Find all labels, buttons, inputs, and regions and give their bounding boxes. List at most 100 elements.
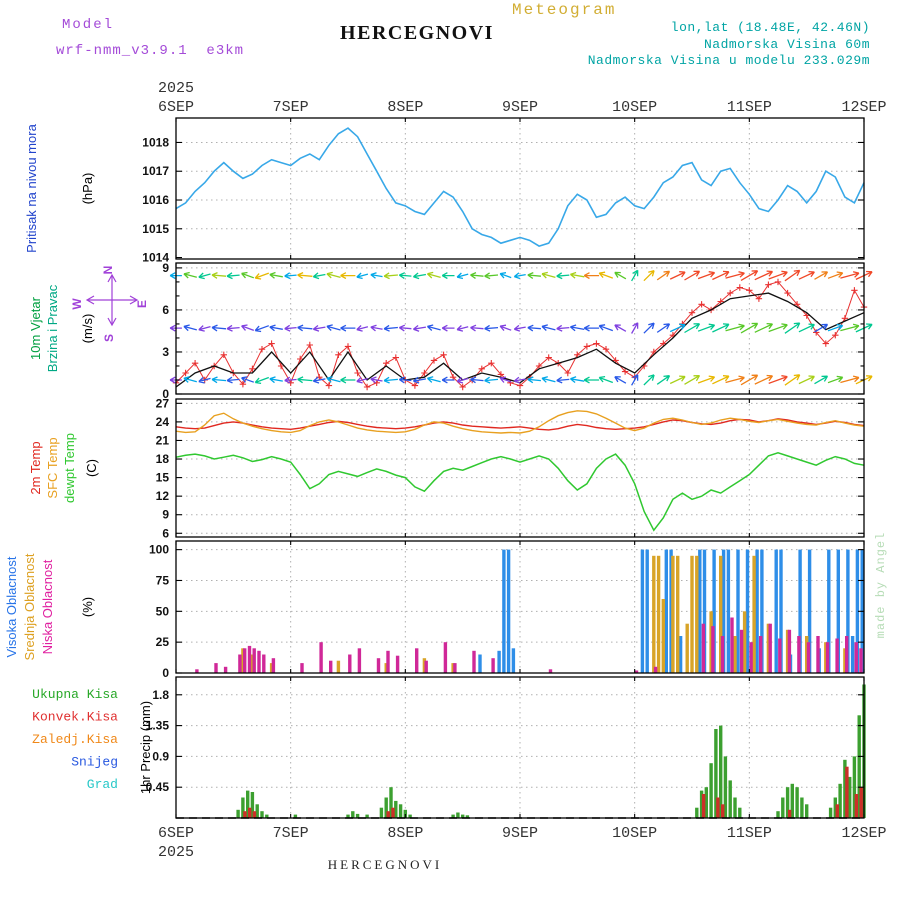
bar-ukupna-kisa xyxy=(246,790,250,818)
bar-visoka-oblacnost xyxy=(827,549,831,673)
wind-arrow xyxy=(784,322,801,334)
wind-arrow xyxy=(669,323,686,333)
bottom-axis-year: 2025 xyxy=(158,844,194,861)
wind-arrow xyxy=(284,324,297,332)
bar-ukupna-kisa xyxy=(857,715,861,818)
bar-srednja-oblacnost xyxy=(661,599,665,673)
axis-label-temp-2: dewpt Temp xyxy=(62,433,77,503)
compass-letter: S xyxy=(102,334,116,342)
wind-arrow xyxy=(541,271,556,279)
bar-srednja-oblacnost xyxy=(843,648,847,673)
bar-visoka-oblacnost xyxy=(779,549,783,673)
wind-arrow xyxy=(241,324,255,332)
bar-visoka-oblacnost xyxy=(702,549,707,673)
y-tick-label: 1.8 xyxy=(152,688,169,702)
top-axis-year: 2025 xyxy=(158,80,194,97)
wind-arrow xyxy=(470,324,484,332)
bar-ukupna-kisa xyxy=(461,814,465,818)
bar-niska-oblacnost xyxy=(243,648,247,673)
top-axis-day-label: 12SEP xyxy=(841,99,886,116)
bar-ukupna-kisa xyxy=(728,780,732,818)
bar-ukupna-kisa xyxy=(236,809,240,818)
wind-arrow xyxy=(226,324,240,332)
bar-konvek-kisa xyxy=(386,811,390,818)
axis-label-cloud-2: Niska Oblacnost xyxy=(40,559,55,654)
wind-arrow xyxy=(656,270,671,281)
bar-srednja-oblacnost xyxy=(656,555,661,673)
wind-arrow xyxy=(754,374,774,385)
y-tick-label: 1014 xyxy=(142,251,169,265)
bar-ukupna-kisa xyxy=(398,804,403,818)
bar-niska-oblacnost xyxy=(739,629,744,673)
wind-arrow xyxy=(198,272,211,280)
wind-arrow xyxy=(513,376,526,384)
page-title: HERCEGNOVI xyxy=(340,22,494,44)
bar-visoka-oblacnost xyxy=(760,549,764,673)
bar-srednja-oblacnost xyxy=(742,611,747,673)
bar-srednja-oblacnost xyxy=(824,642,828,673)
wind-arrow xyxy=(211,324,227,332)
y-tick-label: 18 xyxy=(156,452,170,466)
wind-arrow xyxy=(470,376,484,384)
panel-cloud: 0 25 50 75 100 Visoka Oblacnost Srednja Oblacn… xyxy=(4,540,865,680)
wind-arrow xyxy=(740,270,759,281)
y-tick-label: 12 xyxy=(156,489,170,503)
bar-ukupna-kisa xyxy=(403,809,407,818)
wind-arrow xyxy=(527,324,541,332)
axis-label-wind-2: (m/s) xyxy=(80,314,95,344)
wind-arrow xyxy=(183,376,197,383)
panel-pressure: 1014 1015 1016 1017 1018 Pritisak na nivou mo… xyxy=(24,117,865,265)
bar-ukupna-kisa xyxy=(781,797,785,818)
wind-arrow xyxy=(740,322,759,334)
bar-ukupna-kisa xyxy=(848,776,852,818)
bar-srednja-oblacnost xyxy=(241,648,245,673)
wind-arrow xyxy=(254,325,270,333)
bar-visoka-oblacnost xyxy=(850,636,855,673)
bar-konvek-kisa xyxy=(716,797,720,818)
bar-srednja-oblacnost xyxy=(652,555,656,673)
series-temp-sfc xyxy=(175,410,865,434)
bar-ukupna-kisa xyxy=(260,811,264,818)
bar-ukupna-kisa xyxy=(805,804,809,818)
wind-arrow xyxy=(598,324,614,332)
wind-arrow xyxy=(768,375,788,385)
axis-label-precip-0: 1hr Precip (mm) xyxy=(138,701,153,794)
bar-niska-oblacnost xyxy=(825,642,830,673)
bar-visoka-oblacnost xyxy=(502,549,506,673)
top-axis-day-label: 8SEP xyxy=(387,99,423,116)
bar-ukupna-kisa xyxy=(795,787,799,818)
bar-konvek-kisa xyxy=(787,809,792,818)
wind-arrow xyxy=(326,271,341,279)
bar-srednja-oblacnost xyxy=(336,660,341,673)
wind-arrow xyxy=(697,375,716,384)
bar-niska-oblacnost xyxy=(329,660,333,673)
bar-visoka-oblacnost xyxy=(755,549,759,673)
y-tick-label: 6 xyxy=(162,526,169,540)
series-temp-dewpoint xyxy=(175,452,865,532)
bar-srednja-oblacnost xyxy=(719,555,723,673)
bar-niska-oblacnost xyxy=(453,663,457,673)
wind-arrow xyxy=(754,270,774,281)
wind-arrow xyxy=(340,272,356,280)
bar-niska-oblacnost xyxy=(214,663,218,673)
top-axis-day-label: 9SEP xyxy=(502,99,538,116)
y-tick-label: 0.9 xyxy=(152,749,169,763)
bar-niska-oblacnost xyxy=(749,642,753,673)
bar-niska-oblacnost xyxy=(386,650,390,673)
wind-arrow xyxy=(370,376,383,384)
bar-ukupna-kisa xyxy=(738,807,742,818)
bar-niska-oblacnost xyxy=(472,650,476,673)
bar-ukupna-kisa xyxy=(394,800,398,818)
bar-ukupna-kisa xyxy=(800,797,804,818)
axis-label-cloud-3: (%) xyxy=(80,597,95,617)
bar-srednja-oblacnost xyxy=(250,654,255,673)
bar-visoka-oblacnost xyxy=(774,549,778,673)
wind-arrow xyxy=(784,374,801,386)
wind-arrow xyxy=(198,376,211,384)
compass-letter: W xyxy=(70,298,84,310)
bar-ukupna-kisa xyxy=(365,814,369,818)
bar-visoka-oblacnost xyxy=(497,650,501,673)
wind-arrow xyxy=(840,375,860,384)
